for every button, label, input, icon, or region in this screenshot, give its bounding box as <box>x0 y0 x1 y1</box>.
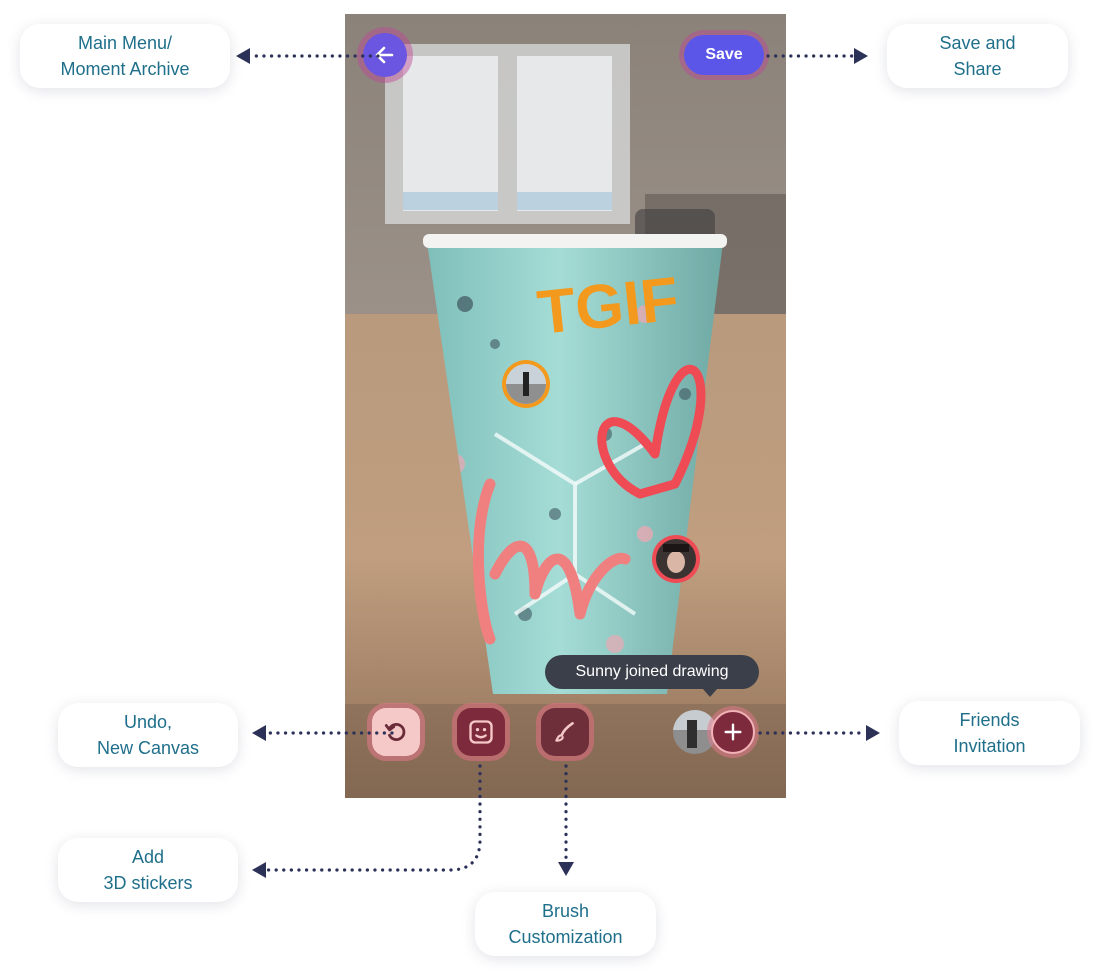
brush-button[interactable] <box>541 708 589 756</box>
stickers-annotation-text: Add 3D stickers <box>103 847 193 893</box>
arrowhead-save <box>854 48 868 64</box>
brush-annotation: Brush Customization <box>475 892 656 956</box>
collaborator-marker-red[interactable] <box>652 535 700 583</box>
arrowhead-friends <box>866 725 880 741</box>
back-button[interactable] <box>363 33 407 77</box>
main-menu-annotation: Main Menu/ Moment Archive <box>20 24 230 88</box>
save-share-annotation-text: Save and Share <box>939 33 1016 79</box>
add-sticker-button[interactable] <box>457 708 505 756</box>
toast-pointer <box>702 688 718 697</box>
main-menu-annotation-text: Main Menu/ Moment Archive <box>60 33 190 79</box>
sticker-face-icon <box>469 720 493 744</box>
invite-friend-button[interactable] <box>711 710 755 754</box>
arrowhead-stickers <box>252 862 266 878</box>
save-button[interactable]: Save <box>684 35 764 75</box>
phone-screen: TGIF Save Sunny joined drawin <box>345 14 786 798</box>
tgif-drawing: TGIF <box>534 265 682 348</box>
friends-invitation-annotation: Friends Invitation <box>899 701 1080 765</box>
brush-annotation-text: Brush Customization <box>508 901 623 947</box>
undo-annotation: Undo, New Canvas <box>58 703 238 767</box>
undo-button[interactable] <box>372 708 420 756</box>
heart-drawing <box>597 364 706 499</box>
undo-icon <box>384 723 406 741</box>
plus-icon <box>724 723 742 741</box>
friends-invitation-annotation-text: Friends Invitation <box>953 710 1026 756</box>
friend-photo <box>673 710 717 754</box>
scribble-drawing <box>473 478 631 645</box>
brush-icon <box>555 722 574 742</box>
save-share-annotation: Save and Share <box>887 24 1068 88</box>
friend-avatar[interactable] <box>673 710 717 754</box>
arrowhead-undo <box>252 725 266 741</box>
undo-annotation-text: Undo, New Canvas <box>96 712 200 758</box>
arrowhead-brush <box>558 862 574 876</box>
stickers-annotation: Add 3D stickers <box>58 838 238 902</box>
collaborator-marker-orange[interactable] <box>502 360 550 408</box>
arrow-left-icon <box>375 46 394 64</box>
arrowhead-main-menu <box>236 48 250 64</box>
join-notification-toast: Sunny joined drawing <box>545 655 759 689</box>
